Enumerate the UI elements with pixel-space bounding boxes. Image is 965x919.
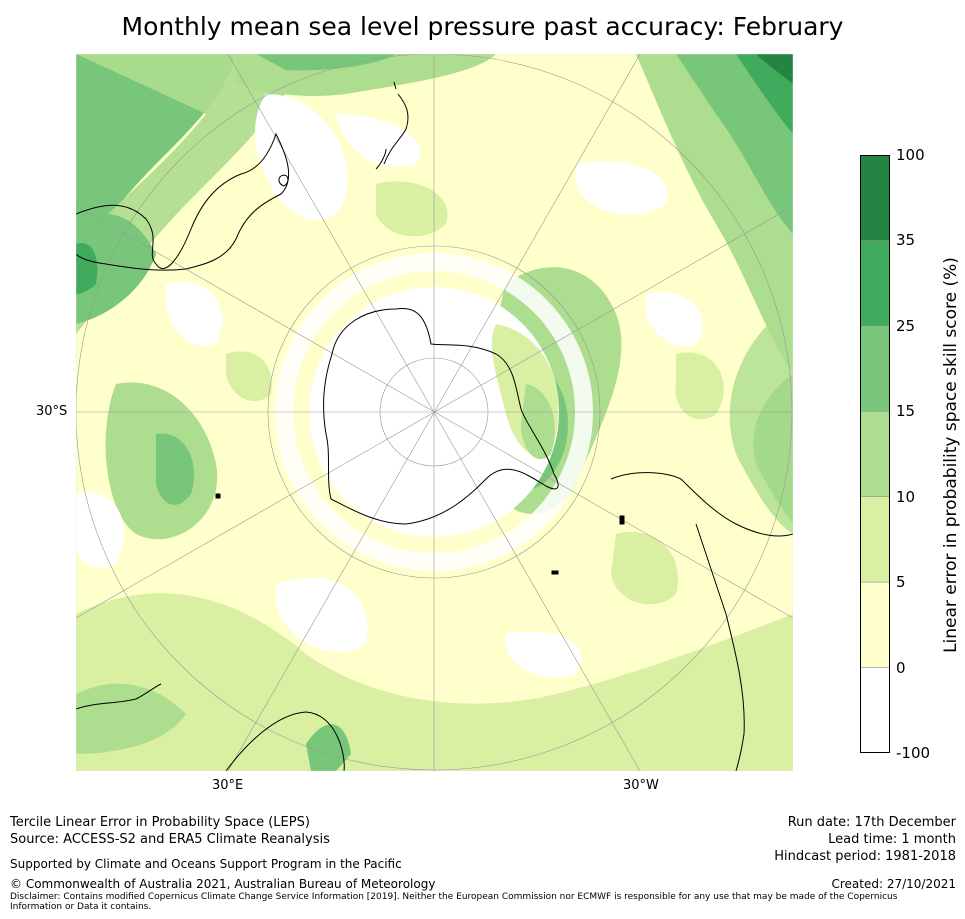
longitude-label-west: 30°W <box>623 778 659 793</box>
footer-lead-time: Lead time: 1 month <box>828 832 956 847</box>
colorbar-bin <box>860 411 890 497</box>
colorbar-tick-label: 5 <box>896 573 906 592</box>
new-zealand-coastline <box>375 81 409 170</box>
footer-disclaimer: Disclaimer: Contains modified Copernicus… <box>10 892 898 912</box>
colorbar-tick-label: 10 <box>896 487 916 506</box>
footer-method: Tercile Linear Error in Probability Spac… <box>10 815 310 830</box>
colorbar-bin <box>860 581 890 668</box>
footer-hindcast: Hindcast period: 1981-2018 <box>774 849 956 864</box>
graticule <box>76 54 793 771</box>
colorbar <box>860 155 890 753</box>
colorbar-bin <box>860 240 890 327</box>
colorbar-bin <box>860 325 890 412</box>
colorbar-tick-label: 0 <box>896 658 906 677</box>
colorbar-tick-label: 25 <box>896 316 916 335</box>
antarctica-coastline <box>323 307 559 525</box>
colorbar-bin <box>860 496 890 583</box>
footer-created: Created: 27/10/2021 <box>831 877 956 891</box>
tasmania-coastline <box>278 174 289 187</box>
colorbar-label: Linear error in probability space skill … <box>941 257 961 653</box>
colorbar-tick-label: 100 <box>896 146 925 164</box>
footer-copyright: © Commonwealth of Australia 2021, Austra… <box>10 877 436 891</box>
australia-coastline <box>76 132 290 271</box>
page-title: Monthly mean sea level pressure past acc… <box>121 12 844 41</box>
colorbar-tick-label: -100 <box>896 744 931 762</box>
footer-source: Source: ACCESS-S2 and ERA5 Climate Reana… <box>10 832 330 847</box>
colorbar-bin <box>860 667 890 753</box>
footer-support: Supported by Climate and Oceans Support … <box>10 857 402 871</box>
latitude-label: 30°S <box>36 404 68 419</box>
colorbar-bin <box>860 155 890 241</box>
africa-coastline <box>76 683 345 771</box>
longitude-label-east: 30°E <box>212 778 244 793</box>
polar-map <box>76 54 793 771</box>
south-america-coastline <box>610 472 793 771</box>
footer-run-date: Run date: 17th December <box>787 815 956 830</box>
colorbar-tick-label: 15 <box>896 402 916 421</box>
colorbar-tick-label: 35 <box>896 231 916 250</box>
coastlines <box>76 81 793 771</box>
